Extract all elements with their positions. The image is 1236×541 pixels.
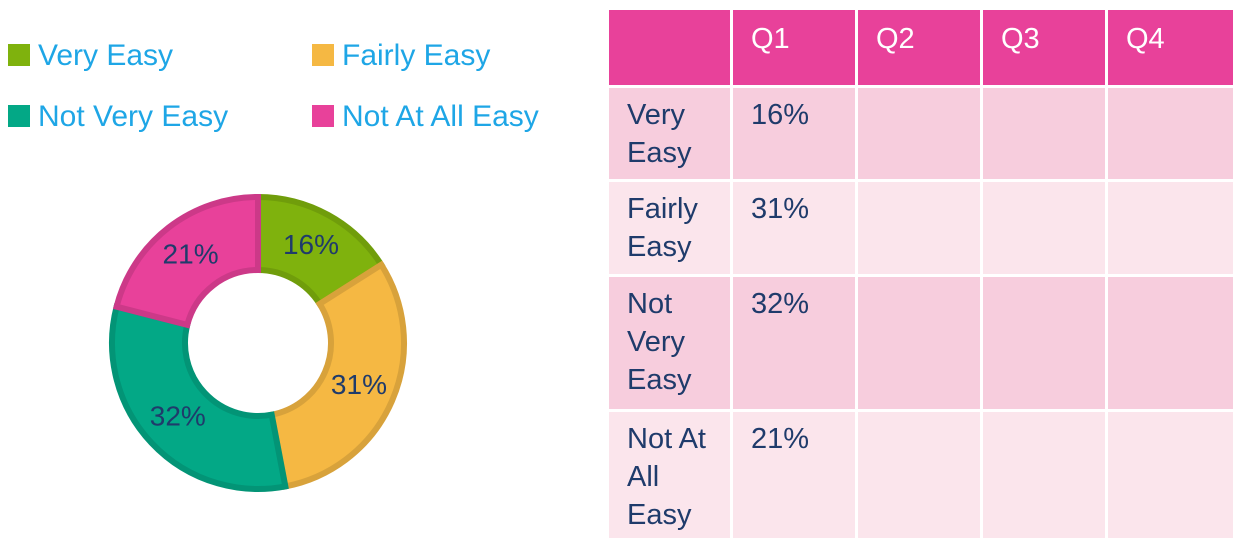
- empty-cell: [858, 182, 980, 274]
- empty-cell: [983, 182, 1105, 274]
- empty-cell: [1108, 412, 1233, 538]
- empty-cell: [858, 88, 980, 179]
- data-label: 32%: [150, 401, 206, 432]
- legend-swatch: [8, 105, 30, 127]
- empty-cell: [1108, 277, 1233, 409]
- row-label: Fairly Easy: [609, 182, 730, 274]
- empty-cell: [983, 412, 1105, 538]
- data-label: 31%: [331, 369, 387, 400]
- row-label: Not Very Easy: [609, 277, 730, 409]
- data-label: 16%: [283, 229, 339, 260]
- row-label: Not At All Easy: [609, 412, 730, 538]
- legend-swatch: [312, 105, 334, 127]
- legend-label: Not At All Easy: [342, 100, 539, 133]
- header-cell: Q2: [858, 10, 980, 85]
- empty-cell: [983, 88, 1105, 179]
- legend-label: Fairly Easy: [342, 39, 490, 72]
- donut-segment: [268, 260, 407, 490]
- data-label: 21%: [163, 238, 219, 269]
- header-cell: [609, 10, 730, 85]
- empty-cell: [1108, 182, 1233, 274]
- empty-cell: [858, 277, 980, 409]
- legend-swatch: [8, 44, 30, 66]
- header-cell: Q3: [983, 10, 1105, 85]
- table-cell: 31%: [733, 182, 855, 274]
- legend-label: Very Easy: [38, 39, 173, 72]
- row-label: Very Easy: [609, 88, 730, 179]
- donut-segment: [109, 303, 289, 492]
- header-cell: Q4: [1108, 10, 1233, 85]
- table-cell: 16%: [733, 88, 855, 179]
- donut-segment: [112, 193, 261, 329]
- empty-cell: [1108, 88, 1233, 179]
- empty-cell: [983, 277, 1105, 409]
- table-cell: 21%: [733, 412, 855, 538]
- chart: Very Easy Fairly Easy Not Very Easy Not At …: [8, 39, 539, 492]
- empty-cell: [858, 412, 980, 538]
- table-cell: 32%: [733, 277, 855, 409]
- header-cell: Q1: [733, 10, 855, 85]
- legend-swatch: [312, 44, 334, 66]
- legend-label: Not Very Easy: [38, 100, 228, 133]
